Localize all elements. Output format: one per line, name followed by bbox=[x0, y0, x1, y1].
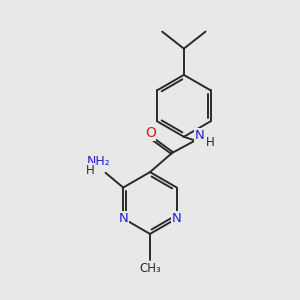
Text: H: H bbox=[206, 136, 215, 148]
Text: O: O bbox=[145, 126, 156, 140]
Text: NH₂: NH₂ bbox=[87, 155, 111, 168]
Text: N: N bbox=[195, 129, 204, 142]
Text: H: H bbox=[86, 164, 94, 177]
Text: N: N bbox=[172, 212, 182, 225]
Text: N: N bbox=[118, 212, 128, 225]
Text: CH₃: CH₃ bbox=[139, 262, 161, 275]
